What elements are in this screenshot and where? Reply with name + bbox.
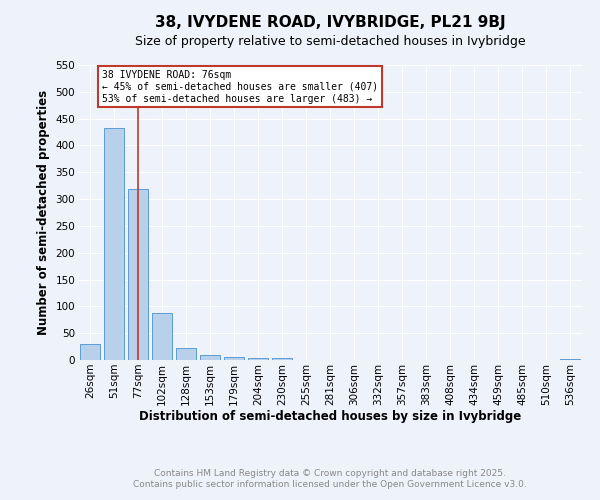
Text: Size of property relative to semi-detached houses in Ivybridge: Size of property relative to semi-detach… <box>134 35 526 48</box>
Text: 38 IVYDENE ROAD: 76sqm
← 45% of semi-detached houses are smaller (407)
53% of se: 38 IVYDENE ROAD: 76sqm ← 45% of semi-det… <box>102 70 378 104</box>
Bar <box>128 190 148 360</box>
Y-axis label: Number of semi-detached properties: Number of semi-detached properties <box>37 90 50 335</box>
Bar <box>224 357 244 360</box>
Bar <box>80 344 100 360</box>
Bar <box>248 358 268 360</box>
Text: 38, IVYDENE ROAD, IVYBRIDGE, PL21 9BJ: 38, IVYDENE ROAD, IVYBRIDGE, PL21 9BJ <box>155 15 505 30</box>
X-axis label: Distribution of semi-detached houses by size in Ivybridge: Distribution of semi-detached houses by … <box>139 410 521 424</box>
Bar <box>272 358 292 360</box>
Bar <box>104 128 124 360</box>
Text: Contains HM Land Registry data © Crown copyright and database right 2025.: Contains HM Land Registry data © Crown c… <box>154 468 506 477</box>
Bar <box>152 313 172 360</box>
Text: Contains public sector information licensed under the Open Government Licence v3: Contains public sector information licen… <box>133 480 527 489</box>
Bar <box>176 348 196 360</box>
Bar <box>200 354 220 360</box>
